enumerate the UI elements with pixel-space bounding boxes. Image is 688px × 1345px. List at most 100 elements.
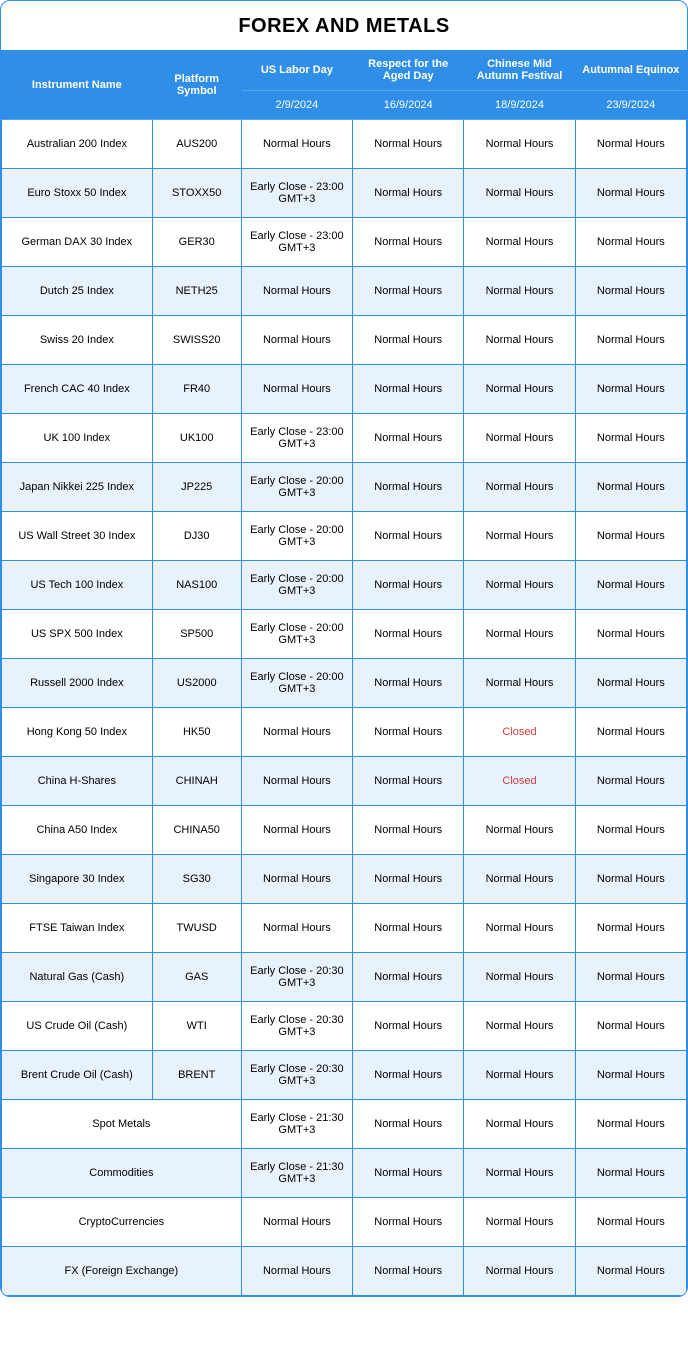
cell-name: UK 100 Index bbox=[2, 414, 153, 463]
cell-name: German DAX 30 Index bbox=[2, 218, 153, 267]
table-row: FX (Foreign Exchange)Normal HoursNormal … bbox=[2, 1247, 687, 1296]
cell-status: Normal Hours bbox=[353, 1002, 464, 1051]
cell-status: Normal Hours bbox=[241, 757, 352, 806]
cell-status: Normal Hours bbox=[575, 953, 686, 1002]
cell-status: Normal Hours bbox=[241, 806, 352, 855]
cell-status: Normal Hours bbox=[575, 708, 686, 757]
cell-status: Normal Hours bbox=[464, 365, 575, 414]
cell-status: Normal Hours bbox=[575, 267, 686, 316]
cell-symbol: BRENT bbox=[152, 1051, 241, 1100]
cell-status: Normal Hours bbox=[575, 855, 686, 904]
cell-status: Normal Hours bbox=[464, 659, 575, 708]
cell-status: Early Close - 23:00 GMT+3 bbox=[241, 414, 352, 463]
cell-status: Normal Hours bbox=[575, 169, 686, 218]
cell-name-merged: Spot Metals bbox=[2, 1100, 242, 1149]
table-row: CryptoCurrenciesNormal HoursNormal Hours… bbox=[2, 1198, 687, 1247]
cell-status: Early Close - 21:30 GMT+3 bbox=[241, 1100, 352, 1149]
schedule-table: Instrument Name Platform Symbol US Labor… bbox=[1, 50, 687, 1296]
cell-status: Normal Hours bbox=[464, 169, 575, 218]
cell-status: Normal Hours bbox=[464, 120, 575, 169]
cell-status: Normal Hours bbox=[241, 1247, 352, 1296]
cell-symbol: JP225 bbox=[152, 463, 241, 512]
cell-name: US Crude Oil (Cash) bbox=[2, 1002, 153, 1051]
cell-status: Normal Hours bbox=[575, 904, 686, 953]
table-wrap: FOREX AND METALS Instrument Name Platfor… bbox=[0, 0, 688, 1297]
cell-status: Normal Hours bbox=[241, 316, 352, 365]
cell-status: Early Close - 20:00 GMT+3 bbox=[241, 659, 352, 708]
cell-name: US Wall Street 30 Index bbox=[2, 512, 153, 561]
cell-status: Normal Hours bbox=[353, 267, 464, 316]
cell-status: Normal Hours bbox=[241, 904, 352, 953]
cell-status: Normal Hours bbox=[353, 316, 464, 365]
cell-status: Normal Hours bbox=[241, 267, 352, 316]
table-row: Russell 2000 IndexUS2000Early Close - 20… bbox=[2, 659, 687, 708]
table-row: Dutch 25 IndexNETH25Normal HoursNormal H… bbox=[2, 267, 687, 316]
col-symbol: Platform Symbol bbox=[152, 50, 241, 120]
cell-status: Normal Hours bbox=[464, 806, 575, 855]
table-row: Euro Stoxx 50 IndexSTOXX50Early Close - … bbox=[2, 169, 687, 218]
cell-status: Normal Hours bbox=[575, 218, 686, 267]
cell-status: Closed bbox=[464, 708, 575, 757]
cell-status: Early Close - 20:30 GMT+3 bbox=[241, 1051, 352, 1100]
cell-status: Normal Hours bbox=[575, 512, 686, 561]
cell-status: Normal Hours bbox=[464, 610, 575, 659]
cell-name-merged: CryptoCurrencies bbox=[2, 1198, 242, 1247]
cell-symbol: HK50 bbox=[152, 708, 241, 757]
cell-status: Normal Hours bbox=[353, 414, 464, 463]
cell-symbol: CHINAH bbox=[152, 757, 241, 806]
cell-status: Normal Hours bbox=[353, 561, 464, 610]
cell-symbol: CHINA50 bbox=[152, 806, 241, 855]
cell-status: Normal Hours bbox=[353, 904, 464, 953]
cell-name-merged: Commodities bbox=[2, 1149, 242, 1198]
col-holiday-3: Autumnal Equinox bbox=[575, 50, 686, 91]
cell-status: Early Close - 20:30 GMT+3 bbox=[241, 1002, 352, 1051]
table-row: Swiss 20 IndexSWISS20Normal HoursNormal … bbox=[2, 316, 687, 365]
cell-status: Normal Hours bbox=[353, 218, 464, 267]
cell-status: Normal Hours bbox=[353, 1247, 464, 1296]
cell-status: Normal Hours bbox=[353, 169, 464, 218]
col-instrument: Instrument Name bbox=[2, 50, 153, 120]
cell-status: Early Close - 20:30 GMT+3 bbox=[241, 953, 352, 1002]
cell-symbol: UK100 bbox=[152, 414, 241, 463]
cell-status: Normal Hours bbox=[464, 904, 575, 953]
table-body: Australian 200 IndexAUS200Normal HoursNo… bbox=[2, 120, 687, 1296]
cell-status: Normal Hours bbox=[241, 120, 352, 169]
cell-status: Normal Hours bbox=[464, 561, 575, 610]
cell-symbol: GER30 bbox=[152, 218, 241, 267]
cell-status: Normal Hours bbox=[575, 1247, 686, 1296]
table-row: CommoditiesEarly Close - 21:30 GMT+3Norm… bbox=[2, 1149, 687, 1198]
cell-status: Normal Hours bbox=[353, 512, 464, 561]
cell-status: Normal Hours bbox=[575, 757, 686, 806]
cell-name: Brent Crude Oil (Cash) bbox=[2, 1051, 153, 1100]
cell-name: Natural Gas (Cash) bbox=[2, 953, 153, 1002]
cell-status: Early Close - 20:00 GMT+3 bbox=[241, 610, 352, 659]
cell-symbol: SP500 bbox=[152, 610, 241, 659]
cell-status: Normal Hours bbox=[575, 414, 686, 463]
cell-name: Euro Stoxx 50 Index bbox=[2, 169, 153, 218]
cell-status: Normal Hours bbox=[464, 855, 575, 904]
cell-symbol: DJ30 bbox=[152, 512, 241, 561]
cell-status: Normal Hours bbox=[464, 1149, 575, 1198]
cell-status: Normal Hours bbox=[575, 463, 686, 512]
table-head: Instrument Name Platform Symbol US Labor… bbox=[2, 50, 687, 120]
cell-name: French CAC 40 Index bbox=[2, 365, 153, 414]
cell-status: Early Close - 20:00 GMT+3 bbox=[241, 561, 352, 610]
cell-status: Early Close - 23:00 GMT+3 bbox=[241, 169, 352, 218]
col-date-3: 23/9/2024 bbox=[575, 91, 686, 120]
cell-status: Early Close - 20:00 GMT+3 bbox=[241, 512, 352, 561]
cell-status: Normal Hours bbox=[575, 120, 686, 169]
cell-name-merged: FX (Foreign Exchange) bbox=[2, 1247, 242, 1296]
cell-status: Normal Hours bbox=[353, 953, 464, 1002]
cell-status: Normal Hours bbox=[353, 610, 464, 659]
page-title: FOREX AND METALS bbox=[1, 1, 687, 50]
col-holiday-0: US Labor Day bbox=[241, 50, 352, 91]
col-holiday-1: Respect for the Aged Day bbox=[353, 50, 464, 91]
cell-status: Normal Hours bbox=[464, 267, 575, 316]
table-row: US Crude Oil (Cash)WTIEarly Close - 20:3… bbox=[2, 1002, 687, 1051]
table-row: US Wall Street 30 IndexDJ30Early Close -… bbox=[2, 512, 687, 561]
cell-name: Swiss 20 Index bbox=[2, 316, 153, 365]
cell-status: Normal Hours bbox=[241, 708, 352, 757]
cell-name: Singapore 30 Index bbox=[2, 855, 153, 904]
cell-status: Early Close - 23:00 GMT+3 bbox=[241, 218, 352, 267]
cell-status: Normal Hours bbox=[464, 1051, 575, 1100]
